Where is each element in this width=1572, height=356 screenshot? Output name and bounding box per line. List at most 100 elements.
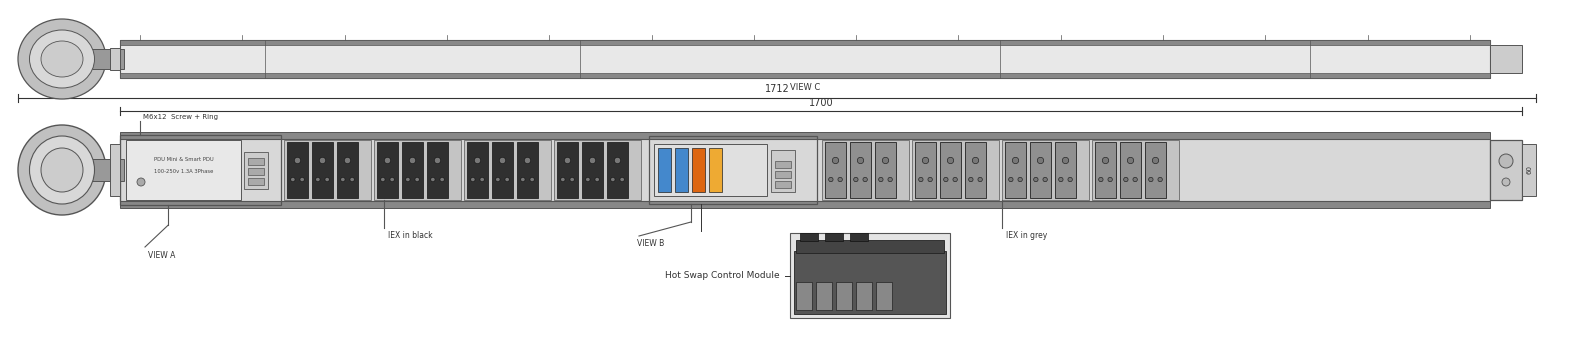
Text: IEX in grey: IEX in grey xyxy=(1006,231,1047,241)
Bar xyxy=(1096,142,1116,198)
Bar xyxy=(1030,142,1052,198)
Bar xyxy=(553,140,641,200)
Circle shape xyxy=(828,177,833,182)
Circle shape xyxy=(888,177,893,182)
Bar xyxy=(110,48,119,70)
Circle shape xyxy=(918,177,923,182)
Bar xyxy=(288,142,308,198)
Ellipse shape xyxy=(30,30,94,88)
Bar xyxy=(965,142,986,198)
Circle shape xyxy=(479,177,484,182)
Bar xyxy=(248,158,264,165)
Bar xyxy=(517,142,538,198)
Circle shape xyxy=(1133,177,1137,182)
Circle shape xyxy=(325,177,329,182)
Bar xyxy=(244,152,267,189)
Circle shape xyxy=(319,157,325,164)
Circle shape xyxy=(440,177,445,182)
Ellipse shape xyxy=(41,148,83,192)
Circle shape xyxy=(594,177,599,182)
Circle shape xyxy=(610,177,615,182)
Circle shape xyxy=(1108,177,1113,182)
Bar xyxy=(467,142,487,198)
Bar xyxy=(311,142,333,198)
Text: M6x12  Screw + Ring: M6x12 Screw + Ring xyxy=(143,114,219,120)
Circle shape xyxy=(300,177,305,182)
Circle shape xyxy=(525,157,531,164)
Bar xyxy=(1490,140,1522,200)
Bar xyxy=(692,148,704,192)
Circle shape xyxy=(943,177,948,182)
Circle shape xyxy=(832,157,839,164)
Bar xyxy=(1001,140,1089,200)
Bar xyxy=(825,233,843,241)
Circle shape xyxy=(1127,157,1133,164)
Bar xyxy=(794,251,946,314)
Circle shape xyxy=(294,157,300,164)
Circle shape xyxy=(384,157,391,164)
Bar xyxy=(674,148,689,192)
Circle shape xyxy=(406,177,410,182)
Circle shape xyxy=(590,157,596,164)
Bar xyxy=(876,142,896,198)
Bar xyxy=(119,139,1490,201)
Bar xyxy=(775,181,791,188)
Ellipse shape xyxy=(17,125,105,215)
Bar xyxy=(709,148,722,192)
Bar xyxy=(582,142,604,198)
Bar xyxy=(492,142,512,198)
Text: 60: 60 xyxy=(1526,166,1533,174)
Bar xyxy=(940,142,960,198)
Circle shape xyxy=(1009,177,1012,182)
Ellipse shape xyxy=(17,19,105,99)
Circle shape xyxy=(1152,157,1159,164)
Bar xyxy=(876,282,891,310)
Circle shape xyxy=(1034,177,1038,182)
Bar xyxy=(428,142,448,198)
Bar xyxy=(336,142,358,198)
Bar xyxy=(836,282,852,310)
Bar xyxy=(93,159,124,181)
Text: 100-250v 1.3A 3Phase: 100-250v 1.3A 3Phase xyxy=(154,169,214,174)
Circle shape xyxy=(316,177,321,182)
Bar xyxy=(110,144,119,196)
Circle shape xyxy=(973,157,979,164)
Ellipse shape xyxy=(41,41,83,77)
Circle shape xyxy=(470,177,475,182)
Bar xyxy=(1055,142,1075,198)
Circle shape xyxy=(879,177,883,182)
Circle shape xyxy=(1099,177,1104,182)
Bar xyxy=(1005,142,1027,198)
Circle shape xyxy=(530,177,534,182)
Circle shape xyxy=(571,177,574,182)
Circle shape xyxy=(1038,157,1044,164)
Text: Hot Swap Control Module: Hot Swap Control Module xyxy=(665,271,780,280)
Circle shape xyxy=(1102,157,1108,164)
Bar xyxy=(825,142,846,198)
Circle shape xyxy=(619,177,624,182)
Circle shape xyxy=(520,177,525,182)
Circle shape xyxy=(495,177,500,182)
Bar xyxy=(857,282,872,310)
Circle shape xyxy=(927,177,932,182)
Bar xyxy=(1522,144,1536,196)
Circle shape xyxy=(854,177,858,182)
Circle shape xyxy=(978,177,982,182)
Circle shape xyxy=(863,177,868,182)
Circle shape xyxy=(948,157,954,164)
Bar xyxy=(1490,45,1522,73)
Bar xyxy=(119,201,1490,208)
Bar xyxy=(93,49,124,69)
Circle shape xyxy=(344,157,351,164)
Bar xyxy=(654,144,767,196)
Bar xyxy=(556,142,578,198)
Bar xyxy=(915,142,935,198)
Bar xyxy=(822,140,909,200)
Circle shape xyxy=(341,177,346,182)
Circle shape xyxy=(1042,177,1047,182)
Bar xyxy=(119,135,281,205)
Circle shape xyxy=(586,177,590,182)
Bar xyxy=(816,282,832,310)
Circle shape xyxy=(882,157,888,164)
Bar xyxy=(248,178,264,185)
